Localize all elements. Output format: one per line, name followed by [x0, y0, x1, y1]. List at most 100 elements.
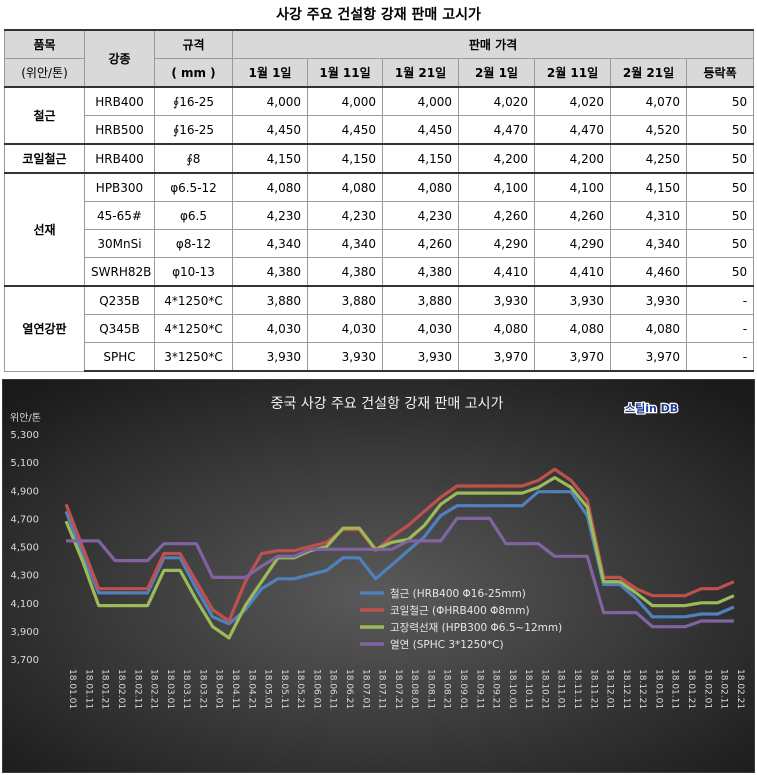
table-row: 철근 HRB400 ∮16-25 4,000 4,000 4,000 4,020 4,020 4…: [4, 86, 755, 145]
series-line-0: [64, 490, 735, 626]
price-cell: 4,080: [534, 314, 611, 343]
legend-label: 철근 (HRB400 Φ16-25mm): [390, 588, 526, 600]
header-grade: 강종: [84, 29, 155, 88]
price-table: 품목 강종 규격 판매 가격 (위안/톤) ( mm ) 1월 1일 1월 11…: [4, 29, 755, 372]
x-tick-label: 18.11.01: [556, 669, 566, 709]
chart-title: 중국 사강 주요 건설항 강재 판매 고시가: [271, 396, 504, 412]
price-cell: 4,470: [534, 115, 611, 145]
table-row: SPHC 3*1250*C 3,930 3,930 3,930 3,970 3,970 3,9…: [5, 342, 755, 372]
price-cell: 4,410: [458, 257, 535, 287]
price-cell: 4,200: [458, 143, 535, 174]
price-cell: 4,290: [458, 229, 535, 258]
x-tick-label: 18.11.11: [572, 669, 582, 709]
price-cell: 4,290: [534, 229, 611, 258]
x-tick-label: 18.06.21: [344, 669, 354, 709]
header-date: 2월 21일: [610, 58, 687, 88]
x-tick-label: 18.02.21: [735, 669, 745, 709]
y-tick-label: 4,700: [10, 514, 39, 525]
spec-cell: ∮16-25: [154, 115, 233, 145]
grade-cell: Q235B: [84, 285, 155, 315]
x-tick-label: 18.04.21: [246, 669, 256, 709]
change-cell: 50: [685, 86, 755, 116]
header-item-line1: 품목: [4, 29, 85, 59]
price-cell: 4,030: [382, 314, 459, 343]
price-chart: 중국 사강 주요 건설항 강재 판매 고시가 스틸in DB 위안/톤 3,70…: [2, 379, 755, 773]
price-cell: 4,340: [610, 229, 687, 258]
spec-cell: ∮16-25: [154, 86, 233, 116]
price-cell: 3,970: [534, 342, 611, 372]
change-cell: 50: [685, 201, 755, 230]
x-tick-label: 18.12.11: [621, 669, 631, 709]
x-tick-label: 18.08.01: [409, 669, 419, 709]
price-cell: 4,200: [534, 143, 611, 174]
price-cell: 4,230: [382, 201, 459, 230]
grade-cell: 45-65#: [84, 201, 155, 230]
price-cell: 4,260: [534, 201, 611, 230]
spec-cell: φ6.5-12: [154, 172, 233, 202]
x-tick-label: 18.12.01: [605, 669, 615, 709]
chart-logo-text: 스틸in DB: [625, 402, 678, 415]
price-cell: 4,380: [232, 257, 308, 287]
header-spec-line2: ( mm ): [154, 58, 233, 88]
change-cell: 50: [685, 143, 755, 174]
spec-cell: 4*1250*C: [154, 314, 233, 343]
x-tick-label: 18.07.21: [393, 669, 403, 709]
header-date: 1월 1일: [232, 58, 308, 88]
price-cell: 4,080: [458, 314, 535, 343]
header-item-line2: (위안/톤): [4, 58, 85, 88]
price-cell: 4,250: [610, 143, 687, 174]
price-cell: 4,150: [382, 143, 459, 174]
spec-cell: φ6.5: [154, 201, 233, 230]
price-cell: 4,080: [307, 172, 383, 202]
y-tick-label: 4,300: [10, 571, 39, 582]
y-tick-label: 4,500: [10, 543, 39, 554]
spec-cell: 4*1250*C: [154, 285, 233, 315]
x-tick-label: 18.07.01: [360, 669, 370, 709]
grade-cell: HRB400: [84, 86, 155, 116]
series-line-3: [66, 516, 734, 629]
table-row: 30MnSi φ8-12 4,340 4,340 4,260 4,290 4,290 4,34…: [5, 229, 755, 258]
header-date: 1월 11일: [307, 58, 383, 88]
grade-cell: SPHC: [84, 342, 155, 372]
price-cell: 4,080: [382, 172, 459, 202]
x-tick-label: 18.02.11: [719, 669, 729, 709]
price-cell: 4,450: [307, 115, 383, 145]
page-title: 사강 주요 건설항 강재 판매 고시가: [276, 7, 481, 23]
header-price-group: 판매 가격: [231, 29, 755, 59]
chart-logo: 스틸in DB: [624, 401, 680, 416]
y-tick-label: 5,300: [10, 430, 39, 441]
x-tick-label: 18.03.01: [165, 669, 175, 709]
change-cell: -: [685, 285, 755, 315]
price-cell: 4,450: [232, 115, 308, 145]
y-tick-label: 4,100: [10, 599, 39, 610]
price-cell: 3,880: [382, 285, 459, 315]
price-cell: 4,380: [307, 257, 383, 287]
price-cell: 4,020: [458, 86, 535, 116]
x-tick-label: 18.01.21: [100, 669, 110, 709]
table-row: 선재 HPB300 φ6.5-12 4,080 4,080 4,080 4,100 4,100…: [4, 172, 755, 287]
x-tick-label: 18.05.01: [263, 669, 273, 709]
x-tick-label: 18.02.01: [702, 669, 712, 709]
x-tick-label: 18.05.11: [279, 669, 289, 709]
price-cell: 4,380: [382, 257, 459, 287]
price-cell: 4,080: [610, 314, 687, 343]
table-row: SWRH82B φ10-13 4,380 4,380 4,380 4,410 4,410 4,…: [5, 257, 755, 287]
change-cell: 50: [685, 172, 755, 202]
price-cell: 3,880: [232, 285, 308, 315]
legend-label: 코일철근 (ΦHRB400 Φ8mm): [390, 604, 530, 617]
price-cell: 4,470: [458, 115, 535, 145]
x-tick-label: 18.02.11: [132, 669, 142, 709]
x-tick-label: 18.01.01: [653, 669, 663, 709]
x-tick-label: 18.01.21: [686, 669, 696, 709]
grade-cell: HRB500: [84, 115, 155, 145]
x-tick-label: 18.08.11: [425, 669, 435, 709]
x-tick-label: 18.03.11: [181, 669, 191, 709]
legend-label: 고장력선재 (HPB300 Φ6.5~12mm): [390, 622, 562, 634]
price-cell: 3,970: [458, 342, 535, 372]
price-cell: 4,030: [232, 314, 308, 343]
x-tick-label: 18.02.21: [149, 669, 159, 709]
price-cell: 4,410: [534, 257, 611, 287]
category-cell: 선재: [4, 172, 85, 287]
x-tick-label: 18.09.11: [474, 669, 484, 709]
x-tick-label: 18.10.01: [507, 669, 517, 709]
